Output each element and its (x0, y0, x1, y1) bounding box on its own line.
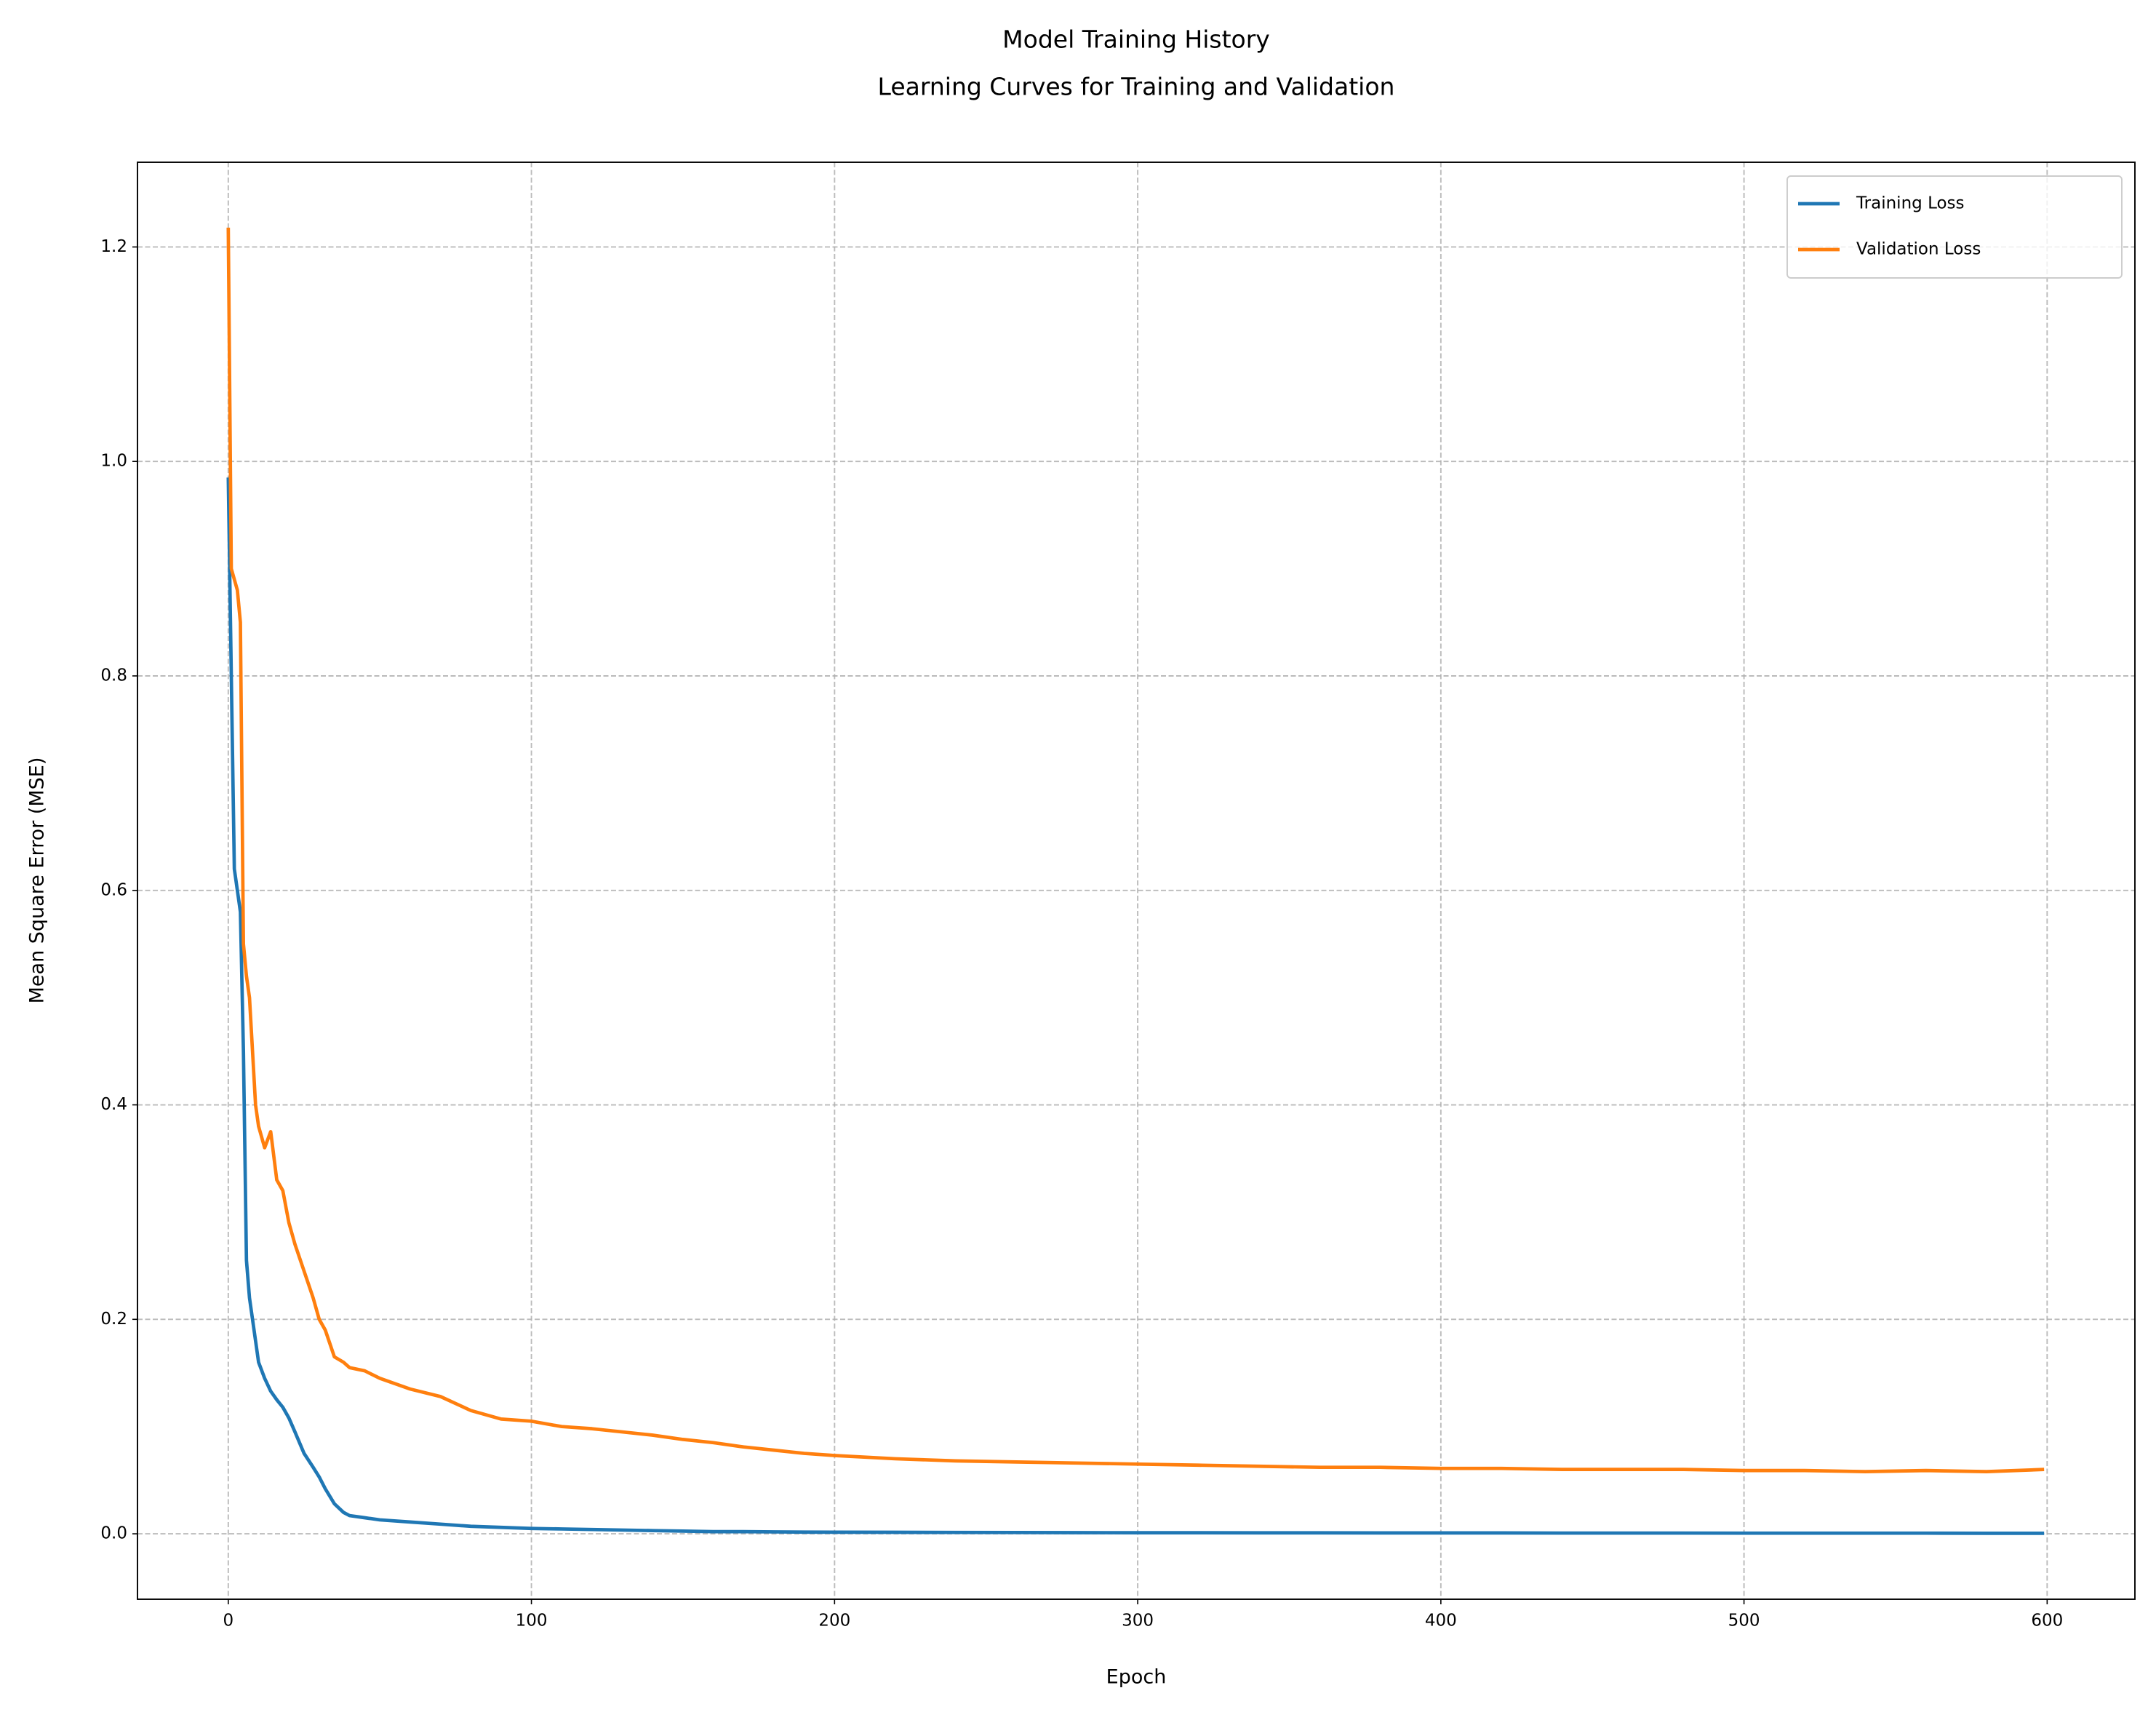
x-tick-label: 500 (1728, 1612, 1760, 1631)
x-tick-label: 200 (818, 1612, 850, 1631)
y-tick-label: 0.0 (100, 1524, 127, 1543)
y-tick-label: 0.6 (100, 880, 127, 899)
x-axis-label: Epoch (1106, 1666, 1167, 1689)
y-tick-label: 1.2 (100, 237, 127, 256)
x-tick-label: 600 (2031, 1612, 2063, 1631)
x-tick-label: 100 (516, 1612, 548, 1631)
x-tick-label: 400 (1425, 1612, 1457, 1631)
y-tick-label: 0.8 (100, 666, 127, 685)
legend: Training Loss Validation Loss (1786, 175, 2123, 279)
x-tick-label: 0 (223, 1612, 233, 1631)
chart-subtitle: Learning Curves for Training and Validat… (878, 73, 1395, 101)
legend-label: Training Loss (1856, 194, 1965, 213)
y-tick-label: 0.2 (100, 1310, 127, 1329)
x-tick-label: 300 (1122, 1612, 1154, 1631)
chart-title: Model Training History (1002, 25, 1270, 54)
series-line (226, 477, 2045, 1535)
series-line (226, 227, 2045, 1473)
plot-frame (137, 162, 2136, 1600)
legend-box (1786, 175, 2123, 279)
legend-label: Validation Loss (1856, 240, 1981, 259)
y-tick-label: 1.0 (100, 452, 127, 471)
y-axis-label: Mean Square Error (MSE) (26, 757, 49, 1004)
y-tick-label: 0.4 (100, 1095, 127, 1114)
